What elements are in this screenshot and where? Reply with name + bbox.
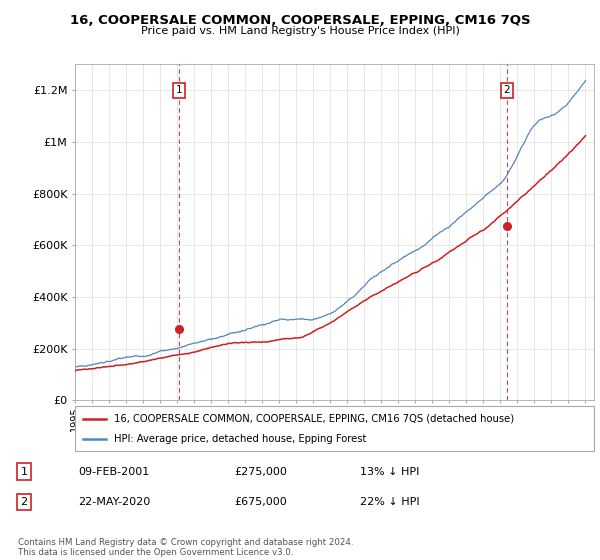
Text: 09-FEB-2001: 09-FEB-2001 [78,466,149,477]
Text: HPI: Average price, detached house, Epping Forest: HPI: Average price, detached house, Eppi… [114,434,366,444]
Text: £675,000: £675,000 [234,497,287,507]
Text: Price paid vs. HM Land Registry's House Price Index (HPI): Price paid vs. HM Land Registry's House … [140,26,460,36]
Text: 16, COOPERSALE COMMON, COOPERSALE, EPPING, CM16 7QS: 16, COOPERSALE COMMON, COOPERSALE, EPPIN… [70,14,530,27]
Text: 2: 2 [20,497,28,507]
Text: 1: 1 [20,466,28,477]
Text: 2: 2 [504,85,511,95]
Text: £275,000: £275,000 [234,466,287,477]
Text: Contains HM Land Registry data © Crown copyright and database right 2024.
This d: Contains HM Land Registry data © Crown c… [18,538,353,557]
Text: 22% ↓ HPI: 22% ↓ HPI [360,497,419,507]
Text: 1: 1 [176,85,182,95]
Text: 22-MAY-2020: 22-MAY-2020 [78,497,150,507]
Text: 16, COOPERSALE COMMON, COOPERSALE, EPPING, CM16 7QS (detached house): 16, COOPERSALE COMMON, COOPERSALE, EPPIN… [114,413,514,423]
Text: 13% ↓ HPI: 13% ↓ HPI [360,466,419,477]
FancyBboxPatch shape [75,406,594,451]
